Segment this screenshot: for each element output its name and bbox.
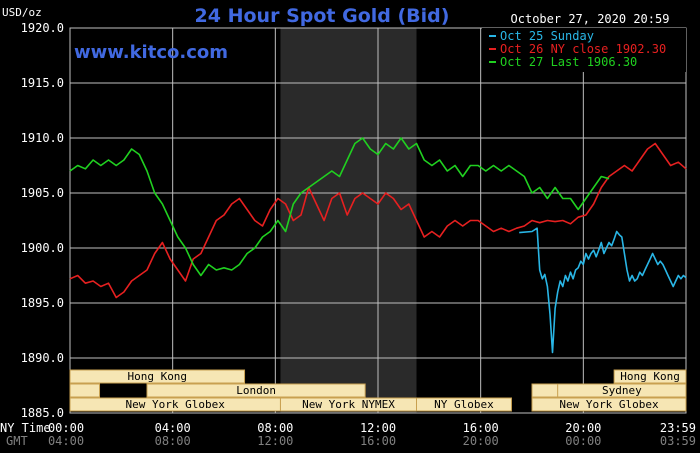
x-tick-label-gmt: 12:00 [257, 434, 293, 448]
x-tick-label-ny: 12:00 [360, 421, 396, 435]
session-bar [146, 383, 366, 398]
series-line [69, 137, 610, 277]
legend-entry: Oct 25 Sunday [500, 29, 594, 43]
legend-entry: Oct 26 NY close 1902.30 [500, 42, 666, 56]
y-tick-label: 1915.0 [21, 76, 64, 90]
x-tick-label-ny: 16:00 [463, 421, 499, 435]
chart-datetime: October 27, 2020 20:59 [511, 12, 670, 26]
session-label: Sydney [602, 384, 642, 397]
session-label: Hong Kong [127, 370, 187, 383]
series-line [69, 142, 687, 299]
x-tick-label-gmt: 00:00 [565, 434, 601, 448]
site-watermark: www.kitco.com [74, 42, 228, 63]
x-axis: NY Time GMT 00:0004:0004:0008:0008:0012:… [0, 421, 696, 448]
session-label: London [236, 384, 276, 397]
session-bar [69, 383, 101, 398]
session-bar [531, 397, 687, 412]
y-tick-label: 1895.0 [21, 296, 64, 310]
x-tick-label-gmt: 16:00 [360, 434, 396, 448]
x-tick-label-gmt: 20:00 [463, 434, 499, 448]
x-tick-label-ny: 23:59 [660, 421, 696, 435]
legend-entry: Oct 27 Last 1906.30 [500, 55, 637, 69]
ny-time-label: NY Time [0, 421, 51, 435]
x-tick-label-ny: 00:00 [48, 421, 84, 435]
y-unit-label: USD/oz [2, 6, 42, 19]
x-tick-label-ny: 08:00 [257, 421, 293, 435]
y-tick-label: 1885.0 [21, 406, 64, 420]
session-label: NY Globex [434, 398, 494, 411]
x-tick-label-gmt: 04:00 [48, 434, 84, 448]
session-label: New York NYMEX [302, 398, 395, 411]
chart-title: 24 Hour Spot Gold (Bid) [195, 5, 450, 27]
y-tick-label: 1890.0 [21, 351, 64, 365]
nymex-shaded-region [280, 28, 417, 413]
plot-frame [69, 27, 687, 414]
y-tick-label: 1900.0 [21, 241, 64, 255]
gmt-label: GMT [6, 434, 28, 448]
x-tick-label-ny: 20:00 [565, 421, 601, 435]
series-line [519, 227, 687, 354]
y-tick-label: 1920.0 [21, 21, 64, 35]
session-bar [416, 397, 512, 412]
x-tick-label-ny: 04:00 [155, 421, 191, 435]
price-series [69, 137, 687, 354]
session-label: Hong Kong [620, 370, 680, 383]
session-bar [613, 369, 687, 384]
x-tick-label-gmt: 08:00 [155, 434, 191, 448]
session-bar [557, 383, 687, 398]
y-tick-label: 1910.0 [21, 131, 64, 145]
session-label: New York Globex [559, 398, 659, 411]
session-label: New York Globex [126, 398, 226, 411]
session-bar [69, 369, 246, 384]
legend-box [482, 28, 686, 72]
x-tick-label-gmt: 03:59 [660, 434, 696, 448]
y-axis: 1885.0 1890.0 1895.0 1900.0 1905.0 1910.0 1915… [21, 21, 64, 420]
y-tick-label: 1905.0 [21, 186, 64, 200]
